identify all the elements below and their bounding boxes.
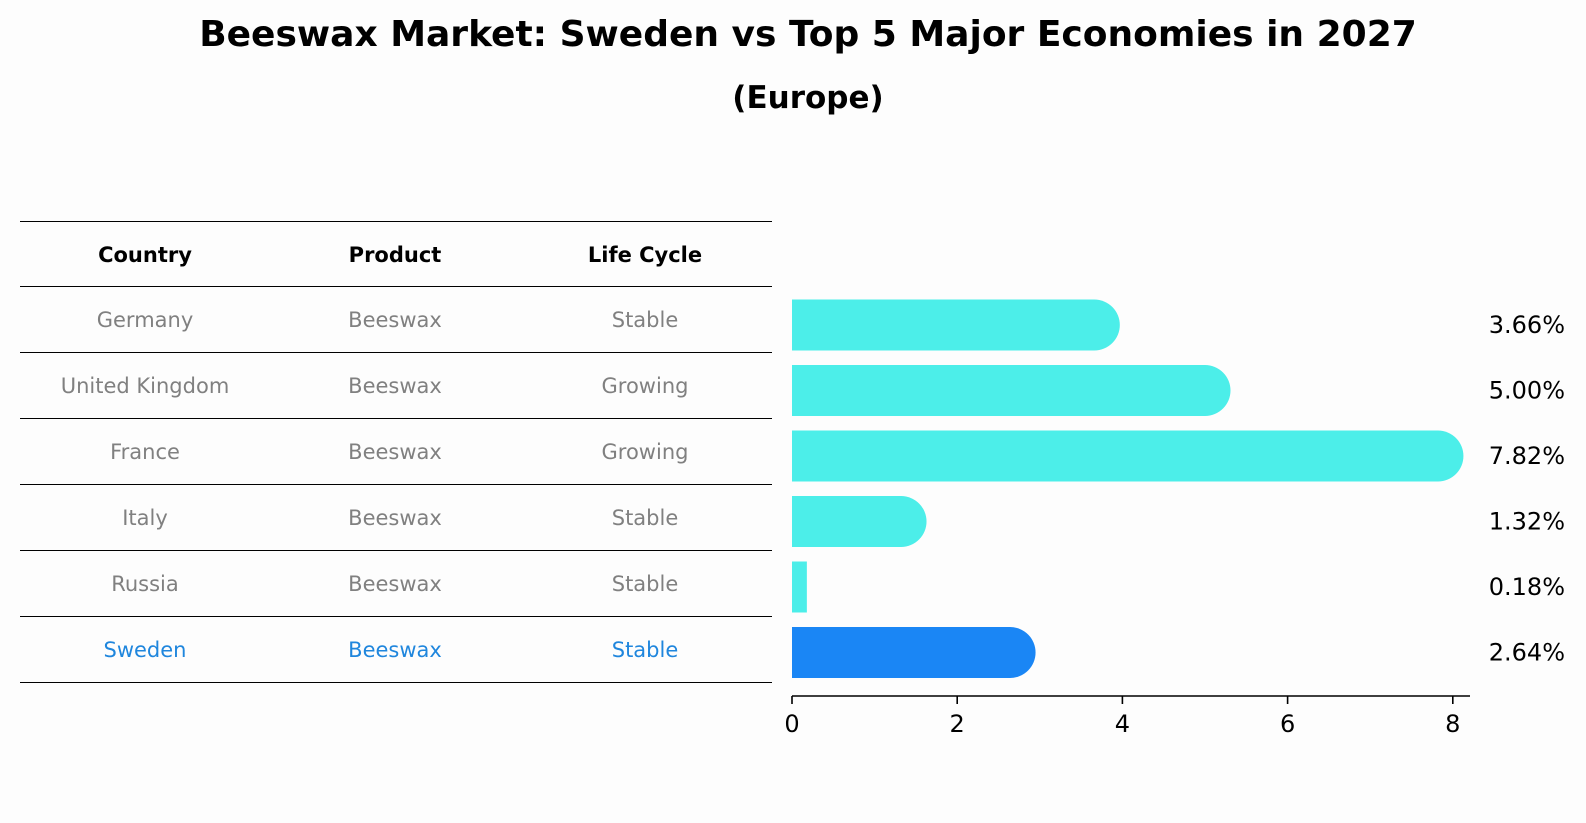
cell-country: Italy xyxy=(122,506,168,530)
table-header-row: Country Product Life Cycle xyxy=(20,221,772,287)
bar-germany xyxy=(792,299,1120,351)
bar-value-label: 7.82% xyxy=(1489,442,1565,470)
bar-russia xyxy=(792,561,807,613)
cell-product: Beeswax xyxy=(348,572,442,596)
x-tick-label: 8 xyxy=(1445,710,1460,738)
bar-value-label: 3.66% xyxy=(1489,311,1565,339)
table-row: Italy Beeswax Stable xyxy=(20,485,772,551)
chart-title: Beeswax Market: Sweden vs Top 5 Major Ec… xyxy=(199,14,1417,55)
header-product: Product xyxy=(348,243,442,267)
table-row-highlighted: Sweden Beeswax Stable xyxy=(20,617,772,683)
cell-product: Beeswax xyxy=(348,308,442,332)
x-tick-label: 0 xyxy=(784,710,799,738)
cell-life-cycle: Growing xyxy=(601,440,689,464)
bar-value-label: 1.32% xyxy=(1489,508,1565,536)
cell-country: France xyxy=(110,440,180,464)
cell-country: Sweden xyxy=(103,638,187,662)
chart-subtitle: (Europe) xyxy=(732,80,884,116)
bar-value-label: 2.64% xyxy=(1489,639,1565,667)
bar-value-label: 5.00% xyxy=(1489,377,1565,405)
cell-life-cycle: Stable xyxy=(611,308,679,332)
x-tick-label: 4 xyxy=(1115,710,1130,738)
data-table: Country Product Life Cycle Germany Beesw… xyxy=(20,221,772,683)
table-row: Germany Beeswax Stable xyxy=(20,287,772,353)
bar-sweden xyxy=(792,627,1036,678)
cell-life-cycle: Stable xyxy=(611,506,679,530)
cell-product: Beeswax xyxy=(348,506,442,530)
x-tick-label: 6 xyxy=(1280,710,1295,738)
header-country: Country xyxy=(98,243,192,267)
bar-italy xyxy=(792,496,927,547)
cell-life-cycle: Growing xyxy=(601,374,689,398)
x-tick-label: 2 xyxy=(950,710,965,738)
table-row: Russia Beeswax Stable xyxy=(20,551,772,617)
bar-france xyxy=(792,430,1464,482)
cell-country: Germany xyxy=(96,308,194,332)
header-life-cycle: Life Cycle xyxy=(587,243,703,267)
cell-product: Beeswax xyxy=(348,374,442,398)
bar-united-kingdom xyxy=(792,365,1231,416)
cell-product: Beeswax xyxy=(348,638,442,662)
table-row: France Beeswax Growing xyxy=(20,419,772,485)
cell-life-cycle: Stable xyxy=(611,638,679,662)
cell-country: Russia xyxy=(111,572,179,596)
cell-country: United Kingdom xyxy=(60,374,230,398)
bar-value-label: 0.18% xyxy=(1489,573,1565,601)
cell-life-cycle: Stable xyxy=(611,572,679,596)
table-row: United Kingdom Beeswax Growing xyxy=(20,353,772,419)
cell-product: Beeswax xyxy=(348,440,442,464)
